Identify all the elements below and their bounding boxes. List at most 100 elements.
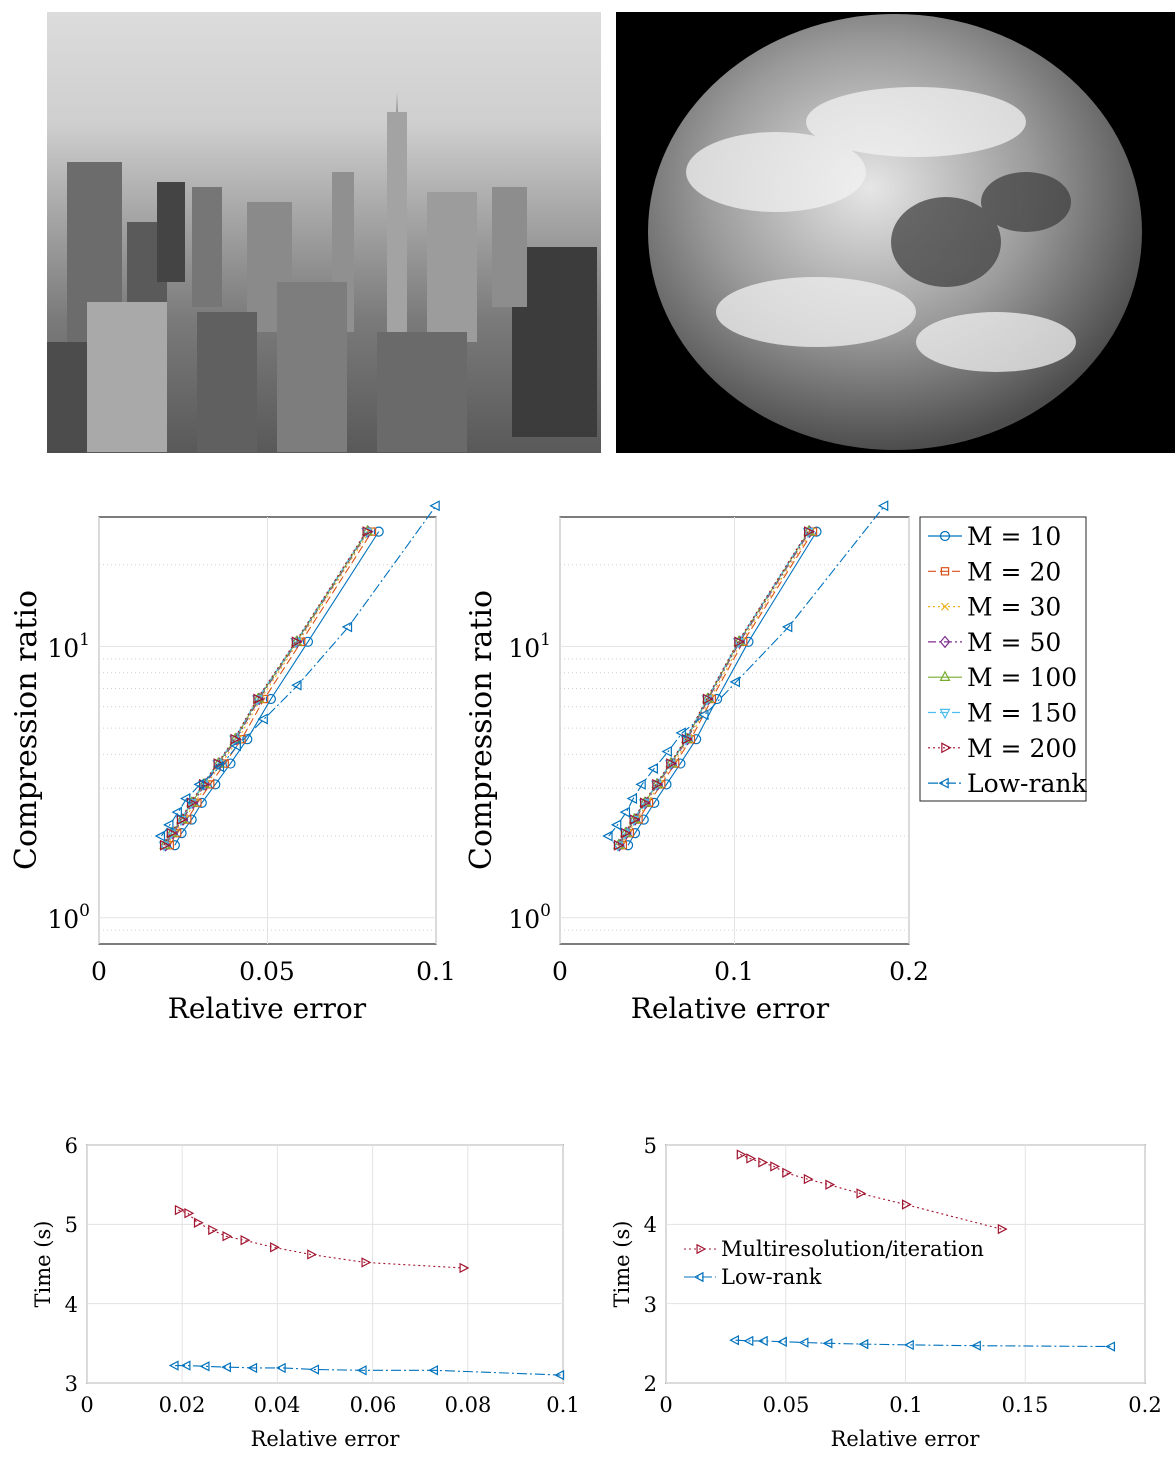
data-point <box>758 1157 769 1168</box>
data-point <box>247 1362 258 1374</box>
data-point <box>939 670 951 681</box>
plot-marks <box>729 1149 1116 1352</box>
series-line <box>175 1364 561 1376</box>
x-tick-label: 0.04 <box>254 1393 301 1417</box>
legend-label: M = 200 <box>967 734 1077 763</box>
compression-earth-panel: Compression ratio Relative error 0 0.1 0… <box>464 500 929 1025</box>
data-point <box>746 1153 757 1164</box>
y-axis-label: Time (s) <box>31 1221 55 1308</box>
series-line <box>740 1154 1002 1230</box>
y-tick-label: 3 <box>644 1293 657 1317</box>
data-point <box>858 1338 869 1350</box>
data-point <box>199 778 210 790</box>
x-tick-label: 0.08 <box>445 1393 492 1417</box>
data-point <box>1105 1341 1116 1352</box>
data-point <box>253 693 264 705</box>
x-tick-label: 0.02 <box>159 1393 206 1417</box>
data-point <box>613 839 625 851</box>
data-point <box>901 1199 912 1210</box>
time-earth-panel: Time (s) Relative error 0 0.05 0.1 0.15 … <box>610 1134 1162 1451</box>
legend-label: M = 150 <box>967 699 1077 728</box>
data-point <box>822 1338 833 1349</box>
x-tick-label: 0.15 <box>1002 1393 1049 1417</box>
data-point <box>626 793 638 805</box>
y-tick-label: 6 <box>65 1134 78 1158</box>
data-point <box>610 819 622 831</box>
data-point <box>180 1360 191 1371</box>
y-axis-label: Compression ratio <box>464 590 499 870</box>
series-line <box>617 531 809 846</box>
plot-marks <box>154 500 440 852</box>
x-axis-label: Relative error <box>631 992 830 1025</box>
data-point <box>770 1161 781 1172</box>
data-point <box>804 526 815 538</box>
data-point <box>938 777 949 789</box>
data-point <box>629 814 640 826</box>
y-tick-label: 100 <box>47 901 90 934</box>
x-tick-label: 0.05 <box>239 957 295 986</box>
data-point <box>619 806 631 818</box>
y-tick-label: 101 <box>508 630 551 663</box>
series-line <box>622 531 814 846</box>
data-point <box>307 1249 318 1260</box>
y-tick-label: 5 <box>65 1213 78 1237</box>
series-line <box>178 1209 464 1269</box>
y-tick-label: 100 <box>508 901 551 934</box>
legend-label: M = 30 <box>967 593 1061 622</box>
data-point <box>782 1167 793 1178</box>
data-point <box>698 709 709 721</box>
x-tick-label: 0 <box>659 1393 672 1417</box>
data-point <box>341 621 353 633</box>
data-point <box>213 761 225 773</box>
data-point <box>163 819 174 831</box>
data-point <box>554 1369 565 1381</box>
plot-marks <box>602 500 889 852</box>
data-point <box>225 758 236 769</box>
series-line <box>163 531 367 846</box>
compression-city-panel: Compression ratio Relative error 0 0.05 … <box>9 500 456 1025</box>
y-tick-label: 3 <box>65 1372 78 1396</box>
data-point <box>940 567 950 576</box>
data-point <box>168 1360 179 1371</box>
series-line <box>164 531 368 846</box>
data-point <box>199 1361 210 1372</box>
earth-globe-photo <box>616 12 1175 453</box>
series-line <box>618 531 810 846</box>
y-tick-label: 2 <box>644 1372 657 1396</box>
x-axis-label: Relative error <box>251 1427 401 1451</box>
plot-frame <box>86 1144 564 1384</box>
legend-label: M = 50 <box>967 628 1061 657</box>
data-point <box>429 500 440 512</box>
data-point <box>635 778 646 790</box>
x-tick-label: 0.2 <box>889 957 929 986</box>
data-point <box>230 733 241 745</box>
data-point <box>193 1217 204 1228</box>
data-point <box>186 797 198 809</box>
data-point <box>208 1224 219 1236</box>
data-point <box>729 676 740 688</box>
data-point <box>171 806 182 818</box>
data-point <box>602 830 613 842</box>
data-point <box>734 636 745 648</box>
x-tick-label: 0.1 <box>889 1393 922 1417</box>
series-line <box>627 531 817 846</box>
data-point <box>997 1223 1008 1235</box>
data-point <box>362 526 373 538</box>
x-tick-label: 0.1 <box>714 957 754 986</box>
data-point <box>275 1362 286 1374</box>
data-point <box>159 839 171 851</box>
legend-label: M = 10 <box>967 522 1061 551</box>
legend-label: M = 100 <box>967 663 1077 692</box>
data-point <box>240 1235 251 1246</box>
data-point <box>221 1361 231 1373</box>
data-point <box>693 1271 704 1283</box>
data-point <box>681 733 693 745</box>
legend-label: M = 20 <box>967 557 1061 586</box>
series-line <box>174 531 380 846</box>
data-point <box>939 708 951 720</box>
data-point <box>270 1242 280 1253</box>
data-point <box>696 1243 707 1255</box>
data-point <box>940 602 950 611</box>
data-point <box>903 1339 914 1351</box>
